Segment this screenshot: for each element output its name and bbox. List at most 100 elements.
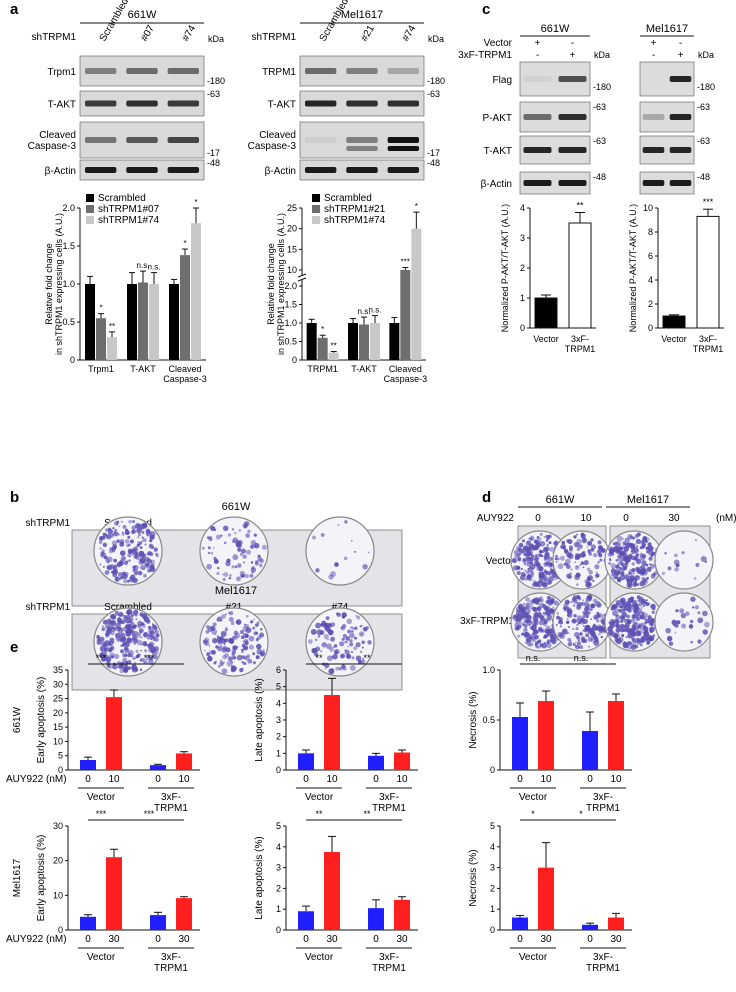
dose-label: 0 [303,774,309,785]
colony-dot [566,607,573,614]
panel-c-charts: 0 1 2 3 4 Normalized P-AKT/T-AKT (A.U.) Vector… [500,197,724,354]
colony-dot [596,611,600,615]
colony-dot [572,595,577,600]
dose-label: 30 [540,934,552,945]
colony-dot [253,533,257,537]
colony-dot [621,629,624,633]
colony-dot [668,641,674,646]
legend-entry: Scrambled [324,193,372,204]
colony-dot [596,619,600,623]
colony-dot [667,566,672,571]
colony-dot [221,614,226,619]
dose-label: 10 [540,774,552,785]
group-label: 3xF-TRPM1 [154,792,188,814]
colony-dot [641,560,647,566]
y-tick-label: 0 [276,765,281,775]
colony-dot [649,563,656,569]
colony-dot [120,649,124,654]
colony-dot [538,566,544,572]
y-tick-label: 0.5 [62,317,75,327]
colony-dot [523,628,528,634]
colony-dot [581,614,585,618]
bar [150,915,166,930]
colony-dot [620,620,623,623]
colony-dot [221,668,228,675]
colony-dot [653,634,656,637]
y-tick-label: 0 [490,765,495,775]
colony-dot [108,549,113,554]
blot-band [558,180,587,186]
colony-dot [632,644,635,647]
colony-dot [532,615,539,621]
colony-dot [146,552,150,556]
colony-dot [620,561,624,565]
y-tick-label: 1.5 [62,241,75,251]
colony-dot [680,612,686,619]
colony-dot [599,628,605,634]
colony-dot [575,641,577,643]
blot-row-label: Flag [493,75,512,86]
colony-dot [529,535,535,541]
colony-dot [105,628,111,634]
panel-label-b: b [10,489,19,506]
y-tick-label: 5 [276,821,281,831]
colony-dot [257,554,261,558]
y-axis-label: Normalized P-AKT/T-AKT (A.U.) [628,204,638,332]
colony-dot [110,630,115,636]
y-tick-label: 2 [520,263,525,273]
colony-dot [627,608,632,613]
vector-mark: + [535,38,541,49]
colony-dot [548,562,553,567]
colony-dot [633,603,639,609]
colony-dot [555,623,558,626]
blot-strip [639,171,695,195]
colony-dot [106,633,108,636]
plate-well [305,516,375,586]
colony-dot [613,546,618,551]
y-tick-label: 0 [58,925,63,935]
y-tick-label: 10 [53,736,63,746]
colony-dot [529,625,534,630]
colony-dot [362,626,368,632]
colony-dot [587,610,590,613]
colony-dot [567,625,571,629]
colony-dot [341,615,346,619]
colony-dot [126,543,130,548]
colony-dot [136,653,141,658]
colony-dot [223,541,227,545]
colony-dot [581,551,584,554]
colony-dot [520,612,526,618]
colony-dot [640,624,642,627]
y-tick-label: 3 [276,863,281,873]
panel-a-blots: 661W shTRPM1 Scrambled #07 #74 kDa Trpm1 -180 T-… [28,0,445,181]
bar [568,222,592,329]
colony-dot [132,565,136,569]
blot-band [126,167,158,173]
colony-dot [528,609,531,612]
colony-dot [120,664,125,669]
colony-dot [134,666,138,670]
colony-dot [346,618,352,625]
significance-label: * [579,809,583,819]
colony-dot [317,634,321,638]
y-tick-label: 1.5 [284,300,297,310]
colony-dot [586,546,589,549]
colony-dot [640,568,647,575]
y-tick-label: 15 [287,244,297,254]
colony-dot [587,540,593,546]
colony-dot [329,647,334,652]
colony-dot [246,654,251,658]
colony-dot [597,545,603,551]
significance-label: * [194,198,197,207]
colony-dot [124,571,129,577]
colony-dot [107,528,113,535]
colony-dot [338,666,343,671]
colony-dot [349,664,356,671]
blot-band [642,180,665,186]
significance-label: *** [144,653,155,663]
colony-dot [523,562,527,566]
blot-row-label: Cleaved Caspase-3 [28,130,77,152]
colony-dot [515,613,520,618]
colony-dot [230,660,234,664]
